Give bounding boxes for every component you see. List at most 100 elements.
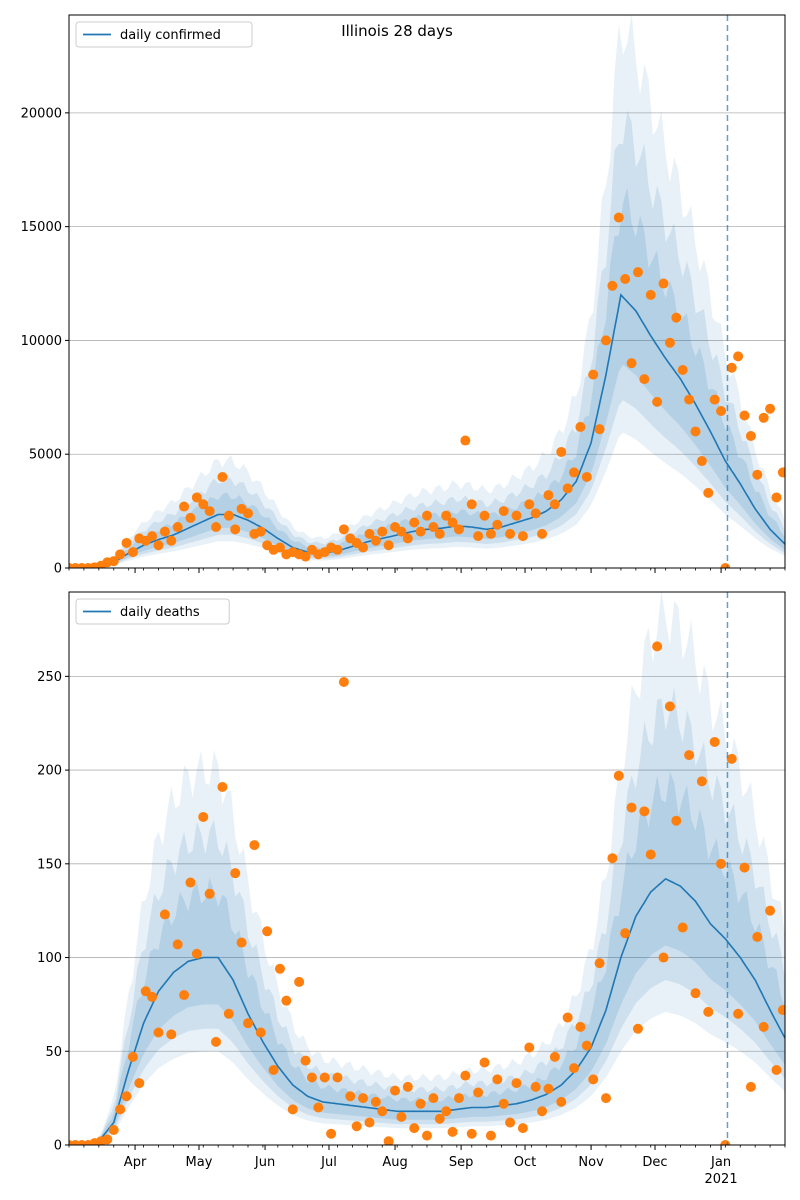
observed-point <box>364 528 375 539</box>
observed-point <box>428 1093 439 1104</box>
observed-point <box>709 394 720 405</box>
observed-point <box>166 1029 177 1040</box>
observed-point <box>733 1008 744 1019</box>
observed-point <box>415 1098 426 1109</box>
observed-point <box>607 853 618 864</box>
observed-point <box>511 1078 522 1089</box>
observed-point <box>739 862 750 873</box>
observed-point <box>485 528 496 539</box>
observed-point <box>777 1005 785 1016</box>
observed-point <box>726 362 737 373</box>
observed-point <box>313 1102 324 1113</box>
observed-point <box>338 676 349 687</box>
observed-point <box>460 435 471 446</box>
observed-point <box>434 528 445 539</box>
legend-label: daily deaths <box>120 605 200 620</box>
x-tick-label: Dec <box>642 1155 667 1170</box>
observed-point <box>409 517 420 528</box>
observed-point <box>652 396 663 407</box>
observed-point <box>556 1096 567 1107</box>
observed-point <box>696 776 707 787</box>
observed-point <box>396 1111 407 1122</box>
observed-point <box>281 995 292 1006</box>
observed-point <box>243 508 253 519</box>
observed-point <box>306 1072 317 1083</box>
observed-point <box>102 1134 113 1145</box>
observed-point <box>211 522 222 533</box>
legend-box <box>75 598 230 625</box>
observed-point <box>505 528 516 539</box>
observed-point <box>351 1121 362 1132</box>
deaths-panel: 0 50 100 150 200 250 Apr May Jun Jul Aug Sep Oct Nov D… <box>37 591 786 1187</box>
observed-point <box>601 1093 611 1104</box>
y-tick-label: 100 <box>37 951 62 966</box>
observed-point <box>524 499 535 510</box>
confirmed-panel: 0 5000 10000 15000 20000 daily confirmed <box>21 14 786 577</box>
observed-point <box>204 506 215 517</box>
x-tick-label: Apr <box>124 1155 147 1170</box>
observed-point <box>664 701 675 712</box>
observed-point <box>217 471 228 482</box>
legend: daily confirmed <box>75 21 253 48</box>
observed-point <box>466 1128 477 1139</box>
observed-point <box>639 806 650 817</box>
observed-point <box>121 537 132 548</box>
observed-point <box>115 549 126 560</box>
observed-point <box>479 510 490 521</box>
observed-point <box>485 1130 496 1141</box>
observed-point <box>581 1040 592 1051</box>
observed-point <box>530 1081 541 1092</box>
observed-point <box>434 1113 445 1124</box>
observed-point <box>236 937 247 948</box>
observed-point <box>383 540 394 551</box>
observed-point <box>696 456 707 467</box>
observed-point <box>575 1021 586 1032</box>
observed-point <box>211 1036 222 1047</box>
observed-point <box>671 312 682 323</box>
observed-point <box>409 1123 420 1134</box>
y-tick-label: 250 <box>37 670 62 685</box>
observed-point <box>179 501 190 512</box>
observed-point <box>771 1065 782 1076</box>
observed-point <box>326 1128 337 1139</box>
observed-point <box>223 1008 234 1019</box>
observed-point <box>198 811 209 822</box>
observed-point <box>684 394 695 405</box>
observed-point <box>524 1042 535 1053</box>
observed-point <box>505 1117 516 1128</box>
observed-point <box>613 212 624 223</box>
observed-point <box>575 421 586 432</box>
observed-point <box>172 939 183 950</box>
observed-point <box>658 952 669 963</box>
x-tick-label: May <box>186 1155 213 1170</box>
observed-point <box>613 770 624 781</box>
observed-point <box>626 802 637 813</box>
observed-point <box>441 1106 452 1117</box>
observed-point <box>671 815 682 826</box>
observed-point <box>752 931 763 942</box>
observed-point <box>223 510 234 521</box>
observed-point <box>709 736 720 747</box>
observed-point <box>777 467 785 478</box>
observed-point <box>268 1065 279 1076</box>
observed-point <box>549 499 560 510</box>
observed-point <box>191 948 202 959</box>
observed-point <box>300 551 311 562</box>
observed-point <box>549 1051 560 1062</box>
observed-point <box>108 556 119 567</box>
observed-point <box>543 490 554 501</box>
observed-point <box>626 358 637 369</box>
observed-point <box>588 369 599 380</box>
observed-point <box>364 1117 375 1128</box>
observed-point <box>517 1123 528 1134</box>
observed-point <box>645 849 656 860</box>
observed-point <box>543 1083 554 1094</box>
observed-point <box>172 522 183 533</box>
observed-point <box>473 1087 484 1098</box>
observed-point <box>370 535 381 546</box>
observed-point <box>230 868 241 879</box>
observed-point <box>639 374 650 385</box>
observed-point <box>537 528 548 539</box>
observed-point <box>745 431 756 442</box>
